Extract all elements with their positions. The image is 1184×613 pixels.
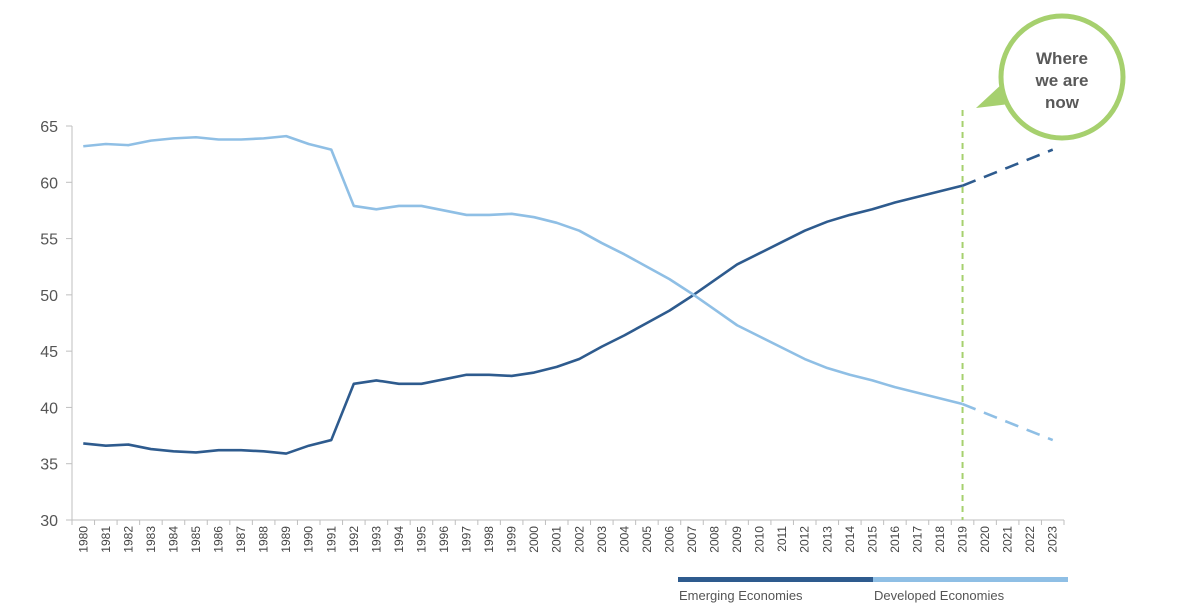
- y-axis-ticks: 30 35 40 45 50 55 60 65: [40, 119, 72, 530]
- series-lines: [83, 134, 1054, 455]
- x-tick-label: 2008: [708, 526, 722, 553]
- x-tick-label: 2022: [1023, 526, 1037, 553]
- x-tick-label: 2015: [865, 526, 879, 553]
- x-tick-label: 2023: [1046, 526, 1060, 553]
- where-we-are-now-callout: Where we are now: [961, 13, 1126, 520]
- callout-text-line: we are: [1035, 71, 1089, 90]
- x-tick-label: 2004: [617, 526, 631, 553]
- x-tick-label: 2016: [888, 526, 902, 553]
- axes: [71, 126, 1064, 521]
- x-tick-label: 2014: [843, 526, 857, 553]
- x-tick-label: 1982: [121, 526, 135, 553]
- callout-text-line: Where: [1036, 49, 1088, 68]
- developed-economies-line: [83, 134, 963, 406]
- y-tick-label: 40: [40, 400, 58, 417]
- x-tick-label: 1984: [166, 526, 180, 553]
- legend-label-emerging-economies: Emerging Economies: [679, 588, 803, 603]
- legend-swatch-emerging-economies: [678, 577, 873, 582]
- x-tick-label: 2007: [685, 526, 699, 553]
- x-tick-label: 1988: [257, 526, 271, 553]
- legend-label-developed-economies: Developed Economies: [874, 588, 1005, 603]
- x-tick-label: 2011: [775, 526, 789, 552]
- callout-bubble: [998, 13, 1126, 141]
- x-tick-label: 1983: [144, 526, 158, 553]
- y-tick-label: 35: [40, 457, 58, 474]
- x-tick-label: 2018: [933, 526, 947, 553]
- x-tick-label: 1997: [460, 526, 474, 553]
- x-tick-label: 1985: [189, 526, 203, 553]
- legend-swatch-developed-economies: [873, 577, 1068, 582]
- y-tick-label: 55: [40, 232, 58, 249]
- x-tick-label: 1992: [347, 526, 361, 553]
- x-tick-label: 1994: [392, 526, 406, 553]
- x-tick-label: 2000: [527, 526, 541, 553]
- y-tick-label: 50: [40, 288, 58, 305]
- x-tick-label: 2009: [730, 526, 744, 553]
- x-tick-label: 1987: [234, 526, 248, 553]
- x-tick-label: 1998: [482, 526, 496, 553]
- x-tick-label: 2005: [640, 526, 654, 553]
- emerging-economies-projection-line: [962, 148, 1054, 187]
- x-tick-label: 2017: [910, 526, 924, 553]
- x-tick-label: 2006: [662, 526, 676, 553]
- x-tick-label: 1999: [505, 526, 519, 553]
- x-tick-label: 1980: [76, 526, 90, 553]
- x-tick-label: 2019: [956, 526, 970, 553]
- x-tick-label: 2012: [798, 526, 812, 553]
- y-tick-label: 65: [40, 119, 58, 136]
- callout-text-line: now: [1045, 93, 1080, 112]
- x-tick-label: 2010: [753, 526, 767, 553]
- emerging-economies-line: [83, 184, 963, 455]
- x-tick-label: 1996: [437, 526, 451, 553]
- legend: Emerging Economies Developed Economies: [678, 577, 1068, 603]
- x-tick-label: 2020: [978, 526, 992, 553]
- x-tick-label: 2002: [572, 526, 586, 553]
- x-tick-label: 2001: [550, 526, 564, 553]
- x-tick-label: 1981: [99, 526, 113, 553]
- x-tick-label: 2021: [1001, 526, 1015, 553]
- x-tick-label: 2013: [820, 526, 834, 553]
- y-tick-label: 45: [40, 344, 58, 361]
- x-tick-label: 1989: [279, 526, 293, 553]
- y-tick-label: 60: [40, 175, 58, 192]
- x-tick-label: 1986: [212, 526, 226, 553]
- y-tick-label: 30: [40, 513, 58, 530]
- x-tick-label: 1991: [324, 526, 338, 553]
- x-tick-label: 1995: [414, 526, 428, 553]
- x-tick-label: 2003: [595, 526, 609, 553]
- x-axis-ticks: 1980 1981 1982 1983 1984 1985 1986 1987 1988 1989…: [71, 520, 1065, 553]
- developed-economies-projection-line: [962, 402, 1054, 442]
- x-tick-label: 1993: [369, 526, 383, 553]
- x-tick-label: 1990: [302, 526, 316, 553]
